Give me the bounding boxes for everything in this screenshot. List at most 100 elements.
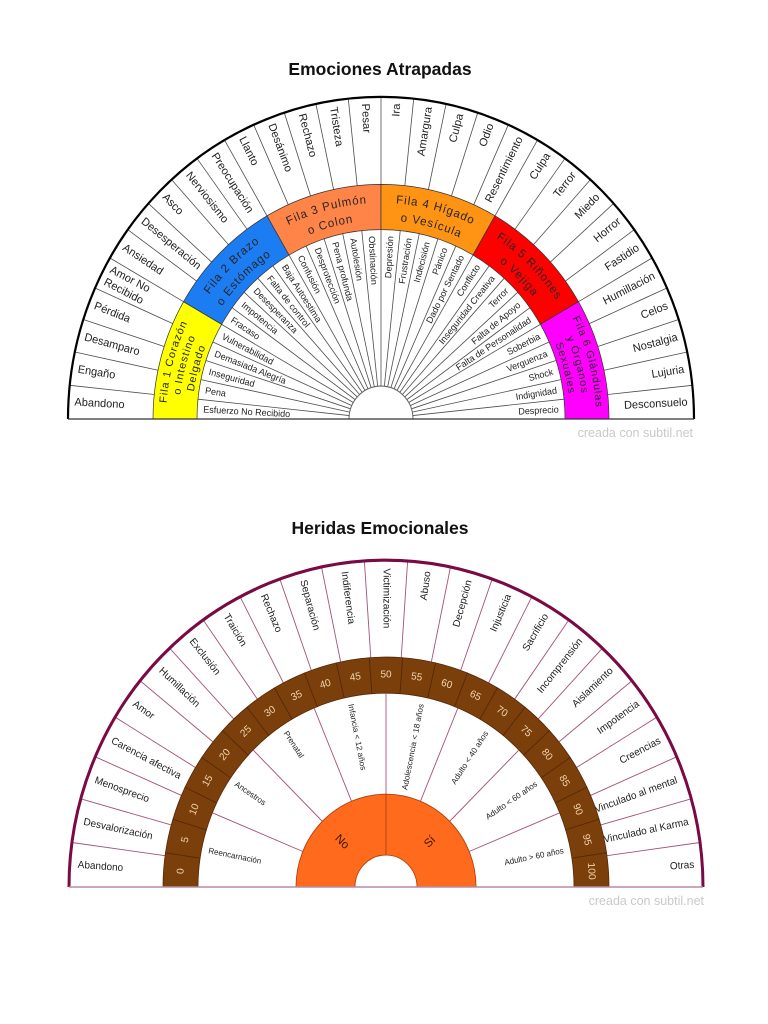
outer-divider-line: [558, 680, 633, 743]
outer-divider-line: [347, 98, 358, 186]
outer-divider-line: [95, 756, 182, 796]
outer-divider-line: [600, 798, 692, 826]
outer-divider-line: [451, 112, 479, 196]
scale-value-label: 85: [557, 773, 572, 789]
outer-divider-line: [171, 179, 229, 245]
outer-wound-label: Abandono: [77, 860, 124, 874]
inner-divider-line: [272, 265, 363, 393]
outer-divider-line: [74, 351, 159, 371]
watermark-emociones: creada con subtil.net: [578, 426, 694, 440]
inner-emotion-label: Obstinación: [367, 236, 379, 285]
outer-divider-line: [80, 798, 172, 826]
outer-divider-line: [404, 98, 415, 186]
outer-divider-line: [576, 716, 658, 768]
inner-divider-line: [313, 707, 352, 802]
scale-value-label: 60: [440, 678, 454, 692]
outer-divider-line: [565, 229, 635, 282]
outer-emotion-label: Abandono: [74, 396, 125, 411]
center-hole-arc: [348, 385, 414, 420]
inner-divider-line: [404, 292, 519, 398]
heridas-emocionales-chart: AbandonoDesvalorizaciónMenosprecioCarenc…: [67, 558, 705, 888]
inner-divider-line: [412, 398, 565, 416]
outer-divider-line: [363, 560, 372, 658]
outer-divider-line: [488, 596, 533, 684]
outer-divider-line: [69, 384, 155, 395]
outer-divider-line: [533, 179, 591, 245]
inner-divider-line: [231, 307, 356, 400]
outer-arc: [67, 558, 705, 888]
inner-divider-line: [468, 812, 560, 852]
inner-emotion-label: Desprecio: [518, 404, 559, 416]
scale-value-label: 100: [585, 862, 597, 880]
outer-divider-line: [473, 124, 509, 205]
watermark-heridas: creada con subtil.net: [589, 894, 705, 908]
chart-title-heridas-emocionales: Heridas Emocionales: [291, 518, 468, 538]
inner-divider-line: [390, 238, 439, 388]
outer-emotion-label: Ira: [390, 102, 403, 117]
outer-arc: [66, 95, 696, 420]
outer-divider-line: [202, 619, 258, 700]
outer-divider-line: [239, 596, 284, 684]
outer-emotion-label: Pesar: [359, 103, 372, 133]
inner-divider-line: [305, 245, 369, 390]
scale-value-label: 10: [188, 802, 202, 817]
scale-value-label: 35: [289, 688, 304, 703]
scale-value-label: 5: [180, 835, 192, 843]
scale-value-label: 55: [410, 671, 423, 684]
inner-divider-line: [399, 265, 490, 393]
inner-divider-line: [393, 245, 457, 390]
inner-divider-line: [408, 323, 541, 403]
inner-divider-line: [200, 379, 350, 413]
outer-divider-line: [283, 112, 311, 196]
scale-value-label: 90: [570, 802, 584, 817]
inner-divider-line: [221, 323, 354, 403]
core-answer-segment: [385, 793, 477, 888]
outer-divider-line: [607, 384, 693, 395]
outer-emotion-label: Lujuria: [651, 363, 686, 380]
inner-emotion-label: Pena: [204, 385, 227, 399]
outer-divider-line: [590, 756, 677, 796]
inner-divider-line: [420, 707, 459, 802]
inner-divider-line: [288, 254, 366, 391]
inner-divider-line: [361, 230, 379, 387]
outer-divider-line: [430, 566, 451, 662]
outer-divider-line: [71, 842, 166, 857]
outer-divider-line: [169, 647, 235, 720]
outer-divider-line: [550, 203, 614, 263]
inner-divider-line: [323, 238, 372, 388]
scale-value-label: 70: [494, 704, 510, 720]
inner-divider-line: [243, 292, 358, 398]
outer-divider-line: [597, 319, 679, 347]
outer-divider-line: [514, 619, 570, 700]
inner-divider-line: [396, 254, 474, 391]
outer-divider-line: [114, 716, 196, 768]
inner-divider-line: [406, 307, 531, 400]
outer-divider-line: [400, 560, 409, 658]
outer-divider-line: [94, 287, 173, 324]
inner-emotion-label: Depresión: [383, 236, 395, 279]
outer-divider-line: [589, 287, 668, 324]
outer-divider-line: [537, 647, 603, 720]
inner-divider-line: [252, 749, 323, 822]
outer-divider-line: [224, 139, 268, 217]
outer-divider-line: [494, 139, 538, 217]
inner-emotion-label: Esfuerzo No Recibido: [203, 404, 290, 419]
outer-divider-line: [109, 257, 184, 303]
outer-divider-line: [127, 229, 197, 282]
outer-wound-label: Otras: [670, 860, 695, 873]
inner-divider-line: [257, 278, 360, 395]
inner-divider-line: [212, 812, 304, 852]
inner-divider-line: [212, 341, 352, 406]
outer-divider-line: [606, 842, 701, 857]
outer-divider-line: [196, 158, 248, 230]
scale-value-label: 95: [580, 833, 593, 847]
outer-divider-line: [603, 351, 688, 371]
outer-divider-line: [139, 680, 214, 743]
outer-divider-line: [578, 257, 653, 303]
scale-value-label: 45: [349, 671, 362, 684]
outer-divider-line: [253, 124, 289, 205]
outer-divider-line: [279, 578, 312, 671]
scale-value-label: 15: [201, 773, 216, 789]
